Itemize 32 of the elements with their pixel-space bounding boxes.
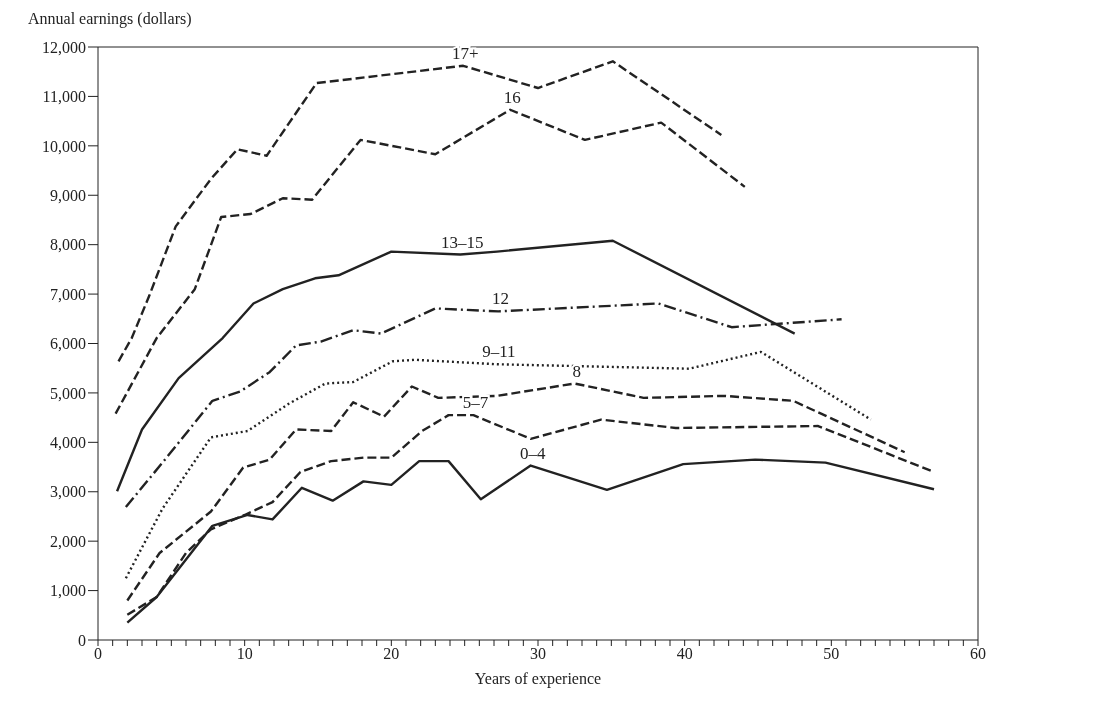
y-tick-label: 7,000 <box>50 285 86 303</box>
x-tick-label: 40 <box>676 645 693 663</box>
series-label: 8 <box>572 361 581 381</box>
series-label: 12 <box>491 289 509 309</box>
x-tick-label: 10 <box>236 645 253 663</box>
y-tick-label: 2,000 <box>50 532 86 550</box>
series-label: 17+ <box>451 43 479 63</box>
y-tick-label: 8,000 <box>50 236 86 254</box>
line-series <box>114 108 746 415</box>
y-tick-label: 3,000 <box>50 483 86 501</box>
y-tick-label: 4,000 <box>50 434 86 452</box>
y-tick-label: 6,000 <box>50 335 86 353</box>
y-tick-label: 10,000 <box>42 137 86 155</box>
x-tick-label: 20 <box>383 645 400 663</box>
x-tick-label: 0 <box>94 645 102 663</box>
x-axis-title: Years of experience <box>474 670 602 688</box>
series-label: 13–15 <box>441 232 484 252</box>
line-series <box>117 60 723 363</box>
y-tick-label: 5,000 <box>50 384 86 402</box>
y-axis-title: Annual earnings (dollars) <box>28 10 192 28</box>
y-tick-label: 9,000 <box>50 186 86 204</box>
line-series <box>126 382 906 602</box>
series-label: 16 <box>503 87 521 107</box>
series-label: 9–11 <box>482 342 516 362</box>
series-label: 0–4 <box>519 443 546 463</box>
x-tick-label: 30 <box>530 645 546 663</box>
y-tick-label: 1,000 <box>50 582 86 600</box>
y-tick-label: 0 <box>78 631 86 649</box>
y-tick-label: 11,000 <box>42 88 86 106</box>
x-tick-label: 50 <box>823 645 840 663</box>
x-tick-label: 60 <box>970 645 986 663</box>
y-tick-label: 12,000 <box>42 38 86 56</box>
